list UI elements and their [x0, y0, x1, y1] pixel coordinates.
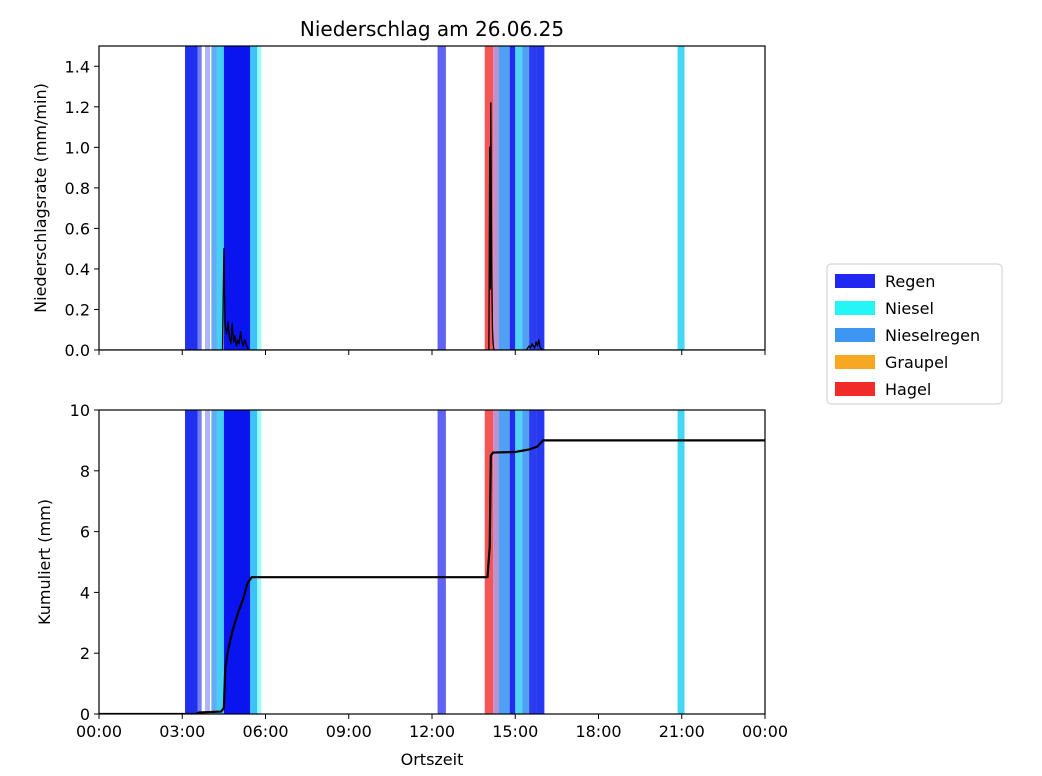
- xtick-label: 00:00: [742, 722, 788, 741]
- rate-ytick-label: 1.2: [65, 98, 90, 117]
- rate-band-6: [250, 46, 258, 350]
- cumulative-band-14: [522, 410, 530, 714]
- cumulative-band-11: [498, 410, 510, 714]
- rate-band-0: [185, 46, 198, 350]
- cumulative-band-0: [185, 410, 198, 714]
- rate-band-16: [536, 46, 545, 350]
- legend-label-nieselregen: Nieselregen: [885, 326, 980, 345]
- cumulative-band-3: [211, 410, 217, 714]
- xtick-label: 09:00: [326, 722, 372, 741]
- rate-panel: 0.0 0.2 0.4 0.6 0.8 1.0 1.2 1.4 Niederschlagsrat…: [31, 45, 766, 360]
- cumulative-band-4: [216, 410, 224, 714]
- cumulative-band-13: [515, 410, 523, 714]
- cumulative-ytick-label: 10: [70, 401, 90, 420]
- cumulative-band-16: [536, 410, 545, 714]
- rate-series-line: [99, 102, 765, 350]
- cumulative-y-axis-label: Kumuliert (mm): [35, 499, 54, 625]
- cumulative-bands: [185, 410, 685, 714]
- cumulative-band-8: [437, 410, 446, 714]
- legend-swatch-hagel: [835, 382, 875, 396]
- legend-label-graupel: Graupel: [885, 353, 948, 372]
- rate-ytick-label: 0.8: [65, 179, 90, 198]
- cumulative-band-2: [205, 410, 210, 714]
- cumulative-series-line: [99, 439, 765, 714]
- legend-label-hagel: Hagel: [885, 380, 931, 399]
- rate-ytick-label: 0.4: [65, 260, 90, 279]
- rate-ytick-label: 0.2: [65, 300, 90, 319]
- cumulative-band-15: [529, 410, 537, 714]
- rate-y-axis-label: Niederschlagsrate (mm/min): [31, 83, 50, 313]
- cumulative-band-10: [493, 410, 499, 714]
- rate-band-4: [216, 46, 224, 350]
- legend-swatch-graupel: [835, 355, 875, 369]
- legend: Regen Niesel Nieselregen Graupel Hagel: [826, 263, 1003, 405]
- rate-band-1: [197, 46, 202, 350]
- xtick-label: 03:00: [159, 722, 205, 741]
- xtick-label: 18:00: [575, 722, 621, 741]
- rate-band-5: [223, 46, 251, 350]
- chart-title: Niederschlag am 26.06.25: [300, 17, 564, 41]
- cumulative-band-7: [257, 410, 262, 714]
- legend-label-niesel: Niesel: [885, 299, 934, 318]
- legend-label-regen: Regen: [885, 272, 935, 291]
- cumulative-band-17: [677, 410, 685, 714]
- legend-swatch-niesel: [835, 301, 875, 315]
- legend-swatch-nieselregen: [835, 328, 875, 342]
- xtick-label: 15:00: [492, 722, 538, 741]
- rate-band-15: [529, 46, 537, 350]
- cumulative-panel: 0 2 4 6 8 10 00:00 03:00 06:00 09:00 12:00 15:00 18:…: [35, 401, 788, 741]
- xtick-label: 00:00: [76, 722, 122, 741]
- cumulative-band-12: [509, 410, 516, 714]
- rate-ytick-label: 0.6: [65, 219, 90, 238]
- cumulative-band-1: [197, 410, 202, 714]
- cumulative-ytick-label: 6: [80, 523, 90, 542]
- cumulative-ytick-label: 8: [80, 462, 90, 481]
- rate-band-11: [498, 46, 510, 350]
- rate-band-17: [677, 46, 685, 350]
- cumulative-ytick-label: 4: [80, 583, 90, 602]
- rate-ytick-label: 0.0: [65, 341, 90, 360]
- cumulative-band-6: [250, 410, 258, 714]
- rate-band-8: [437, 46, 446, 350]
- x-axis-label: Ortszeit: [401, 750, 464, 769]
- rate-band-7: [257, 46, 262, 350]
- cumulative-ytick-label: 2: [80, 644, 90, 663]
- legend-swatch-regen: [835, 274, 875, 288]
- xtick-label: 06:00: [242, 722, 288, 741]
- cumulative-band-5: [223, 410, 251, 714]
- rate-band-3: [211, 46, 217, 350]
- rate-ytick-label: 1.4: [65, 57, 90, 76]
- cumulative-ytick-label: 0: [80, 705, 90, 724]
- rate-band-12: [509, 46, 516, 350]
- xtick-label: 12:00: [409, 722, 455, 741]
- rate-ytick-label: 1.0: [65, 138, 90, 157]
- rate-band-2: [205, 46, 210, 350]
- rate-band-10: [493, 46, 499, 350]
- rate-band-14: [522, 46, 530, 350]
- xtick-label: 21:00: [659, 722, 705, 741]
- rate-band-13: [515, 46, 523, 350]
- rate-bands: [185, 46, 685, 350]
